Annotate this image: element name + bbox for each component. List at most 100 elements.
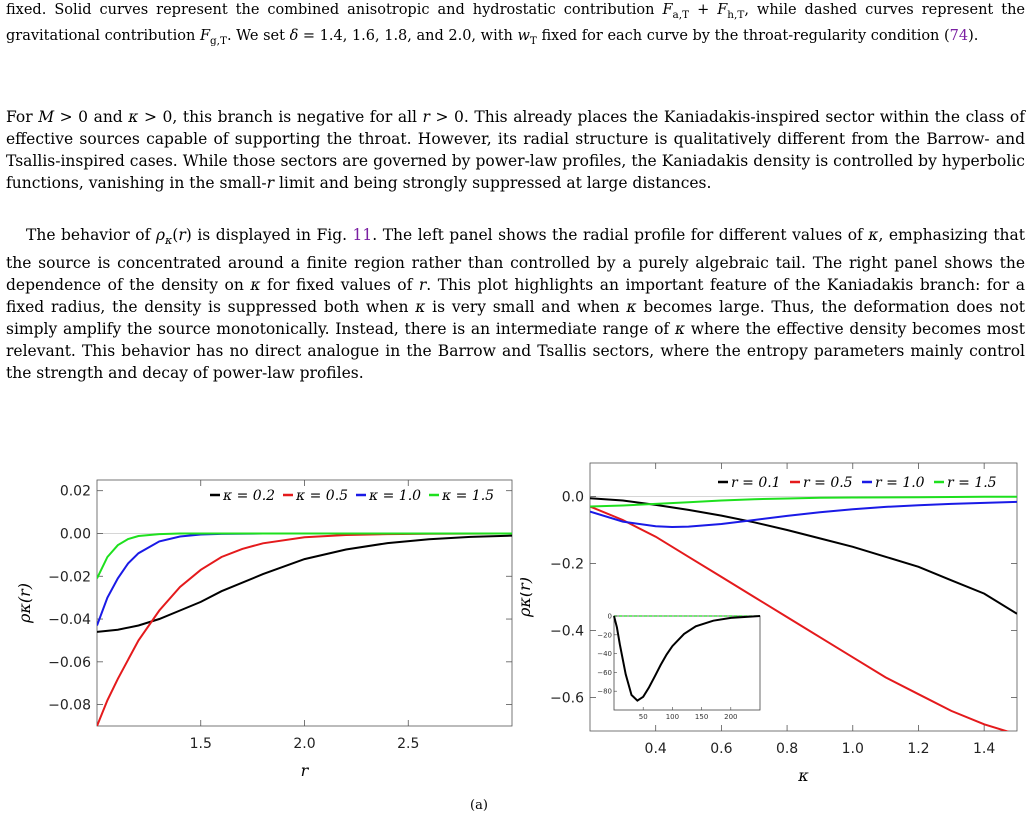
y-tick-label: 0.00 bbox=[60, 526, 91, 542]
x-tick-label: 2.0 bbox=[293, 736, 315, 752]
text-run: . This plot highlights an important feat… bbox=[6, 276, 1026, 317]
text-run: κ bbox=[250, 276, 261, 295]
inset-x-tick-label: 50 bbox=[639, 713, 648, 721]
text-run: ). bbox=[968, 27, 979, 44]
legend-label-2: r = 0.5 bbox=[803, 475, 853, 491]
text-run: κ bbox=[128, 108, 139, 126]
y-tick-label: −0.6 bbox=[550, 691, 584, 707]
y-tick-label: −0.02 bbox=[48, 569, 91, 585]
text-run: . The left panel shows the radial profil… bbox=[372, 226, 869, 244]
text-run: F bbox=[662, 2, 673, 18]
y-axis-label: ρκ(r) bbox=[520, 577, 534, 618]
plot-frame bbox=[96, 479, 513, 727]
text-run: + bbox=[689, 2, 718, 18]
series-line-1 bbox=[590, 497, 1017, 615]
text-run: ρ bbox=[155, 226, 165, 244]
y-tick-label: −0.2 bbox=[550, 557, 584, 573]
series-line-2 bbox=[97, 532, 512, 726]
inset-series-line bbox=[613, 615, 761, 702]
text-run: a,T bbox=[672, 8, 690, 21]
text-run: , while dashed curves represent the grav… bbox=[6, 2, 1025, 44]
inset-frame bbox=[613, 615, 761, 711]
paragraph-1: For M > 0 and κ > 0, this branch is nega… bbox=[6, 106, 1025, 194]
text-run: κ bbox=[868, 226, 879, 244]
inset-y-tick-label: 0 bbox=[608, 613, 612, 621]
inset-y-tick-label: −20 bbox=[597, 631, 612, 639]
text-run: κ bbox=[626, 298, 637, 317]
text-run: > 0. This already places the Kaniadakis-… bbox=[6, 108, 1026, 192]
series-line-1 bbox=[97, 534, 512, 633]
text-run: > 0 and bbox=[54, 108, 129, 126]
text-run: fixed. Solid curves represent the combin… bbox=[6, 2, 663, 18]
legend-label-4: r = 1.5 bbox=[947, 475, 997, 491]
x-tick-label: 1.2 bbox=[907, 741, 929, 757]
x-tick-label: 0.8 bbox=[776, 741, 798, 757]
text-run[interactable]: 11 bbox=[352, 226, 373, 244]
paragraph-2: The behavior of ρκ(r) is displayed in Fi… bbox=[6, 224, 1025, 384]
series-line-4 bbox=[97, 532, 512, 579]
text-run: r bbox=[178, 226, 186, 244]
text-run: ( bbox=[172, 226, 179, 244]
text-run: becomes large. Thus, the deformation doe… bbox=[6, 298, 1026, 339]
text-run: is very small and when bbox=[425, 298, 627, 317]
x-tick-label: 1.0 bbox=[842, 741, 864, 757]
series-line-3 bbox=[590, 500, 1017, 529]
figure-left-panel: 1.5 2.0 2.5 0.02 0.00 −0.02 −0.04 −0.06 −0.08 r ρκ… bbox=[0, 460, 520, 800]
text-run[interactable]: 74 bbox=[949, 27, 969, 44]
text-run: T bbox=[529, 34, 537, 47]
text-run: limit and being strongly suppressed at l… bbox=[274, 174, 712, 192]
x-axis-label: κ bbox=[797, 766, 809, 785]
x-axis-label: r bbox=[301, 761, 310, 780]
x-tick-label: 2.5 bbox=[397, 736, 419, 752]
chart-left-svg: 1.5 2.0 2.5 0.02 0.00 −0.02 −0.04 −0.06 −0.08 r ρκ… bbox=[15, 479, 513, 780]
legend-label-1: κ = 0.2 bbox=[222, 488, 275, 504]
text-run: M bbox=[38, 108, 55, 126]
figure-right-panel: 0.4 0.6 0.8 1.0 1.2 1.4 0.0 −0.2 −0.4 −0.6 κ ρκ(r) r… bbox=[515, 460, 1031, 800]
text-run: κ bbox=[164, 234, 173, 248]
caption-tail: fixed. Solid curves represent the combin… bbox=[6, 0, 1025, 52]
text-run: F bbox=[717, 2, 728, 18]
text-run: w bbox=[517, 27, 530, 44]
text-run: h,T bbox=[727, 8, 745, 21]
text-run: for fixed values of bbox=[260, 276, 419, 295]
text-run: = 1.4, 1.6, 1.8, and 2.0, with bbox=[298, 27, 518, 44]
y-tick-label: −0.06 bbox=[48, 655, 91, 671]
text-run: g,T bbox=[210, 34, 227, 47]
text-run: κ bbox=[415, 298, 426, 317]
series-line-4 bbox=[590, 495, 1017, 508]
legend-label-2: κ = 0.5 bbox=[295, 488, 348, 504]
legend-label-4: κ = 1.5 bbox=[441, 488, 494, 504]
inset-y-tick-label: −60 bbox=[597, 669, 612, 677]
y-tick-label: 0.0 bbox=[562, 490, 584, 506]
text-run: . We set bbox=[226, 27, 290, 44]
inset-x-tick-label: 100 bbox=[666, 713, 679, 721]
inset-y-tick-label: −80 bbox=[597, 688, 612, 696]
text-run: δ bbox=[289, 27, 299, 44]
legend-label-1: r = 0.1 bbox=[731, 475, 781, 491]
text-run: > 0, this branch is negative for all bbox=[138, 108, 423, 126]
inset-x-tick-label: 150 bbox=[695, 713, 708, 721]
text-run: r bbox=[266, 174, 275, 192]
text-run: F bbox=[199, 27, 210, 44]
text-run: where the effective density becomes most… bbox=[6, 320, 1025, 383]
text-run: The behavior of bbox=[26, 226, 156, 244]
legend-label-3: κ = 1.0 bbox=[368, 488, 421, 504]
text-run: ) is displayed in Fig. bbox=[185, 226, 353, 244]
x-tick-label: 0.6 bbox=[710, 741, 732, 757]
subfigure-caption: (a) bbox=[470, 798, 488, 813]
y-tick-label: −0.08 bbox=[48, 698, 91, 714]
legend-label-3: r = 1.0 bbox=[875, 475, 925, 491]
inset-y-tick-label: −40 bbox=[597, 650, 612, 658]
text-run: r bbox=[418, 276, 427, 295]
text-run: , emphasizing that the source is concent… bbox=[6, 226, 1025, 295]
x-tick-label: 1.4 bbox=[973, 741, 995, 757]
text-run: For bbox=[6, 108, 39, 126]
text-run: κ bbox=[674, 320, 686, 339]
plot-frame bbox=[589, 462, 1018, 732]
x-tick-label: 1.5 bbox=[190, 736, 212, 752]
y-tick-label: −0.04 bbox=[48, 612, 91, 628]
inset-x-tick-label: 200 bbox=[724, 713, 737, 721]
series-line-2 bbox=[590, 505, 1010, 731]
text-run: r bbox=[422, 108, 430, 126]
y-tick-label: −0.4 bbox=[550, 624, 584, 640]
